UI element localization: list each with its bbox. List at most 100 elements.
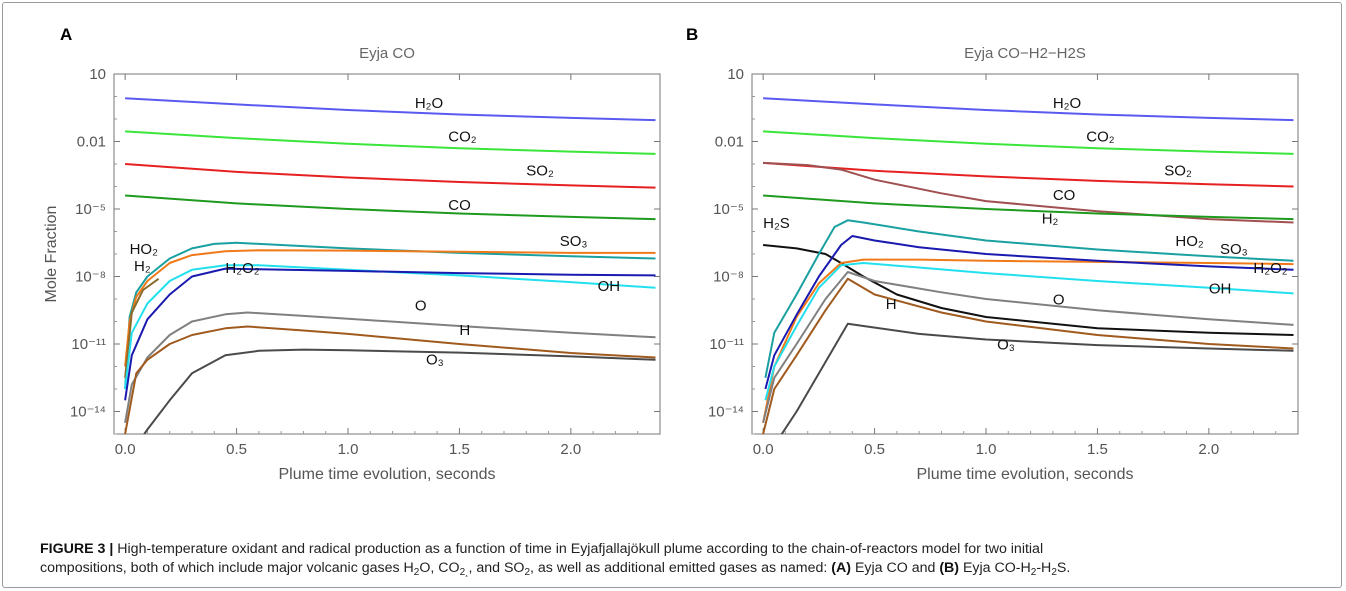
series-line-HO₂ xyxy=(124,241,656,390)
y-tick-label: 10⁻¹¹ xyxy=(71,336,106,353)
series-line-H₂ xyxy=(124,277,160,378)
series-line-CO xyxy=(763,194,1294,221)
caption-label: FIGURE 3 | xyxy=(40,541,114,557)
series-label-CO: CO xyxy=(448,197,471,214)
panel-letter: B xyxy=(686,25,698,44)
y-tick-label: 10⁻⁵ xyxy=(713,201,744,218)
series-label-OH: OH xyxy=(1209,280,1232,297)
series-label-H₂O₂: H₂O₂ xyxy=(1253,260,1287,277)
series-label-H₂O₂: H₂O₂ xyxy=(225,260,259,277)
series-label-CO: CO xyxy=(1053,187,1076,204)
caption-text-1: High-temperature oxidant and radical pro… xyxy=(113,541,1044,557)
y-tick-label: 0.01 xyxy=(77,134,106,151)
y-axis-title: Mole Fraction xyxy=(43,206,60,303)
caption-text-2h: S. xyxy=(1056,560,1071,576)
caption-text-2d: , as well as additional emitted gases as… xyxy=(530,560,832,576)
caption-text-2f: Eyja CO-H xyxy=(959,560,1031,576)
series-line-H xyxy=(762,277,1294,434)
panel-a: A Eyja CO 0.0 0.5 1.0 1.5 2.0 10 0.01 10⁻⁵ 10⁻⁸ 10⁻… xyxy=(43,25,661,483)
x-axis-title: Plume time evolution, seconds xyxy=(279,466,496,483)
y-tick-label: 10⁻⁵ xyxy=(75,201,106,218)
caption-line-1: FIGURE 3 | High-temperature oxidant and … xyxy=(40,540,1330,559)
series-label-HO₂: HO₂ xyxy=(130,241,159,258)
series-label-SO₂: SO₂ xyxy=(1164,162,1192,179)
series-line-OH xyxy=(764,262,1294,401)
series-label-H₂O: H₂O xyxy=(1053,95,1081,112)
series-line-O₃ xyxy=(780,322,1294,434)
series-label-H₂: H₂ xyxy=(1042,211,1059,228)
series-line-H₂S xyxy=(762,244,1294,336)
series-label-H₂O: H₂O xyxy=(415,95,443,112)
caption-sub: 2¸ xyxy=(459,567,469,578)
y-tick-label: 10⁻¹⁴ xyxy=(70,404,106,421)
series-label-CO₂: CO₂ xyxy=(448,129,477,146)
caption-text-2a: compositions, both of which include majo… xyxy=(40,560,414,576)
series-line-CO xyxy=(125,194,656,221)
series-group xyxy=(124,97,656,434)
series-line-H₂ xyxy=(763,161,1294,224)
series-label-HO₂: HO₂ xyxy=(1175,233,1204,250)
series-line-O xyxy=(124,311,656,423)
y-tick-label: 10 xyxy=(89,66,106,83)
series-label-SO₃: SO₃ xyxy=(560,233,588,250)
series-label-OH: OH xyxy=(598,278,621,295)
series-line-H₂O₂ xyxy=(764,235,1294,390)
plot-title: Eyja CO xyxy=(359,45,415,62)
x-tick-label: 1.5 xyxy=(449,441,470,458)
series-line-H xyxy=(124,325,656,434)
series-line-H₂O xyxy=(763,97,1294,122)
x-tick-label: 2.0 xyxy=(1198,441,1219,458)
series-label-SO₂: SO₂ xyxy=(526,162,554,179)
series-label-H: H xyxy=(459,322,470,339)
series-label-O: O xyxy=(415,297,427,314)
series-label-H₂S: H₂S xyxy=(763,215,790,232)
x-tick-label: 0.0 xyxy=(753,441,774,458)
series-line-SO₂ xyxy=(763,161,1294,188)
x-tick-label: 1.0 xyxy=(338,441,359,458)
x-tick-label: 2.0 xyxy=(560,441,581,458)
x-tick-label: 1.5 xyxy=(1087,441,1108,458)
y-tick-label: 0.01 xyxy=(715,134,744,151)
series-line-OH xyxy=(124,264,656,390)
caption-line-2: compositions, both of which include majo… xyxy=(40,559,1330,582)
series-line-SO₂ xyxy=(125,163,656,189)
panel-b: B Eyja CO−H2−H2S 0.0 0.5 1.0 1.5 2.0 10 0.01 10⁻⁵… xyxy=(686,25,1299,483)
series-label-O₃: O₃ xyxy=(997,337,1015,354)
caption-sub: 2 xyxy=(413,567,420,578)
panel-letter: A xyxy=(60,25,72,44)
x-tick-label: 0.5 xyxy=(864,441,885,458)
series-label-O: O xyxy=(1053,292,1065,309)
y-tick-label: 10⁻¹¹ xyxy=(709,336,744,353)
series-group xyxy=(762,97,1294,434)
x-axis-title: Plume time evolution, seconds xyxy=(917,466,1134,483)
series-label-H: H xyxy=(886,296,897,313)
y-tick-label: 10⁻¹⁴ xyxy=(708,404,744,421)
series-label-SO₃: SO₃ xyxy=(1220,241,1248,258)
caption-text-2e: Eyja CO and xyxy=(851,560,940,576)
caption-sub: 2 xyxy=(524,567,531,578)
series-label-CO₂: CO₂ xyxy=(1086,129,1115,146)
caption-text-2c: , and SO xyxy=(468,560,525,576)
series-line-H₂O₂ xyxy=(124,267,656,401)
x-tick-label: 0.0 xyxy=(115,441,136,458)
series-line-O₃ xyxy=(143,348,656,434)
series-line-CO₂ xyxy=(125,130,656,155)
series-line-O xyxy=(762,271,1294,424)
series-line-CO₂ xyxy=(763,130,1294,155)
caption-ref-b: (B) xyxy=(939,560,960,576)
series-line-HO₂ xyxy=(764,219,1294,378)
series-label-H₂: H₂ xyxy=(134,258,151,275)
y-tick-label: 10⁻⁸ xyxy=(713,269,744,286)
caption-text-2b: O, CO xyxy=(419,560,460,576)
series-line-SO₃ xyxy=(124,249,656,367)
x-tick-label: 0.5 xyxy=(226,441,247,458)
caption-sub: 2 xyxy=(1051,567,1057,578)
figure-caption: FIGURE 3 | High-temperature oxidant and … xyxy=(40,540,1330,582)
caption-sub: 2 xyxy=(1030,567,1037,578)
x-tick-label: 1.0 xyxy=(976,441,997,458)
y-tick-label: 10 xyxy=(727,66,744,83)
caption-ref-a: (A) xyxy=(831,560,851,576)
plot-title: Eyja CO−H2−H2S xyxy=(964,45,1086,62)
